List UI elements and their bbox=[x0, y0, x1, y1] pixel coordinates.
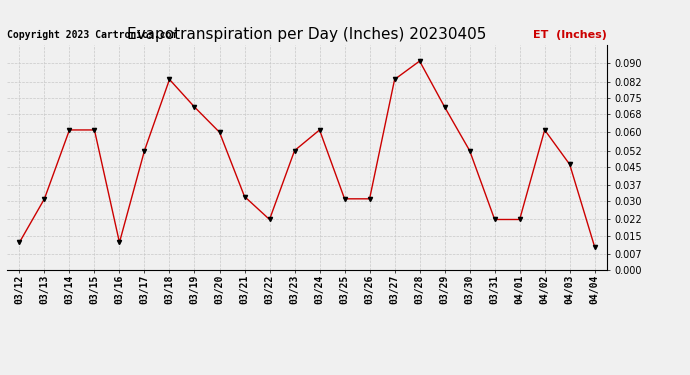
Text: ET  (Inches): ET (Inches) bbox=[533, 30, 607, 40]
Title: Evapotranspiration per Day (Inches) 20230405: Evapotranspiration per Day (Inches) 2023… bbox=[128, 27, 486, 42]
Text: Copyright 2023 Cartronics.com: Copyright 2023 Cartronics.com bbox=[7, 30, 177, 40]
